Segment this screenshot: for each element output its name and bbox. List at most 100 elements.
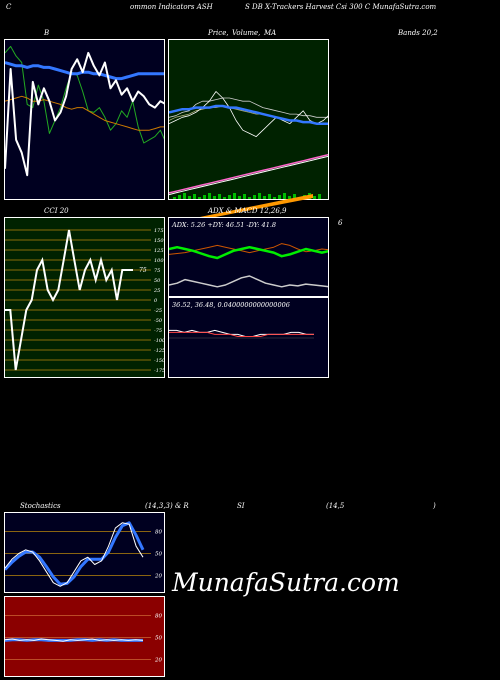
- rsi-tick-label: 80: [155, 614, 162, 620]
- stoch-panel: 80 50 20: [4, 512, 165, 593]
- cci-tick-label: -50: [154, 318, 163, 324]
- cci-panel: 175 150 125 100 75 50 25 0 -25 -50 -75 -100 -125 -150…: [4, 217, 165, 378]
- volume-bar: [218, 194, 221, 199]
- macd-chart: [169, 329, 314, 339]
- volume-panel-label: Volume,: [232, 29, 261, 37]
- adx-plus-di-series: [169, 245, 328, 260]
- stoch-tick-label: 50: [155, 552, 162, 558]
- adx-values: ADX: 5.26 +DY: 46.51 -DY: 41.8: [172, 221, 277, 229]
- cci-value-label: 75: [139, 267, 147, 274]
- volume-bar: [288, 196, 291, 199]
- volume-bar: [278, 195, 281, 199]
- bands-panel: [4, 39, 165, 200]
- ma-series-a: [169, 97, 328, 118]
- bands-chart: [5, 45, 164, 177]
- rsi-si: SI: [237, 502, 245, 510]
- cci-tick-label: 50: [154, 278, 161, 284]
- bands-price-series: [5, 51, 164, 177]
- header-left: C: [6, 3, 12, 11]
- stoch-tick-label: 80: [155, 530, 162, 536]
- volume-bar: [178, 195, 181, 199]
- watermark: MunafaSutra.com: [172, 568, 400, 597]
- cci-tick-label: 150: [154, 238, 164, 244]
- volume-bar: [183, 193, 186, 199]
- volume-bar: [263, 196, 266, 199]
- bands-middle-series: [5, 61, 164, 81]
- cci-series: [5, 229, 133, 371]
- price-chart: [169, 91, 328, 199]
- cci-tick-label: 0: [154, 298, 158, 304]
- ma-long-series-b: [169, 155, 328, 196]
- stoch-title: Stochastics: [20, 502, 61, 510]
- adx-panel: ADX: 5.26 +DY: 46.51 -DY: 41.8: [168, 217, 329, 297]
- cci-tick-label: 75: [154, 268, 160, 274]
- six-label: 6: [338, 219, 343, 227]
- volume-bar: [193, 194, 196, 199]
- volume-bar: [213, 196, 216, 199]
- stoch-chart: 80 50 20: [5, 521, 162, 587]
- volume-bar: [238, 196, 241, 199]
- macd-signal-series: [169, 331, 314, 337]
- volume-wedge: [195, 194, 313, 221]
- header-indicators: ommon Indicators ASH: [130, 3, 213, 11]
- rsi-panel: 80 50 20: [4, 596, 165, 677]
- cci-tick-label: -150: [154, 358, 165, 364]
- volume-bar: [248, 197, 251, 199]
- cci-tick-label: -75: [154, 328, 162, 334]
- volume-wedge-shape: [195, 194, 313, 221]
- bands-panel-label: B: [44, 29, 50, 37]
- rsi-chart: 80 50 20: [5, 614, 162, 663]
- volume-bar: [173, 197, 176, 199]
- stoch-fast-series: [5, 522, 144, 587]
- volume-bar: [188, 196, 191, 199]
- volume-bar: [253, 195, 256, 199]
- volume-bar: [273, 197, 276, 199]
- volume-bar: [258, 193, 261, 199]
- volume-bar: [243, 194, 246, 199]
- cci-label: CCI 20: [44, 207, 69, 215]
- cci-chart: 175 150 125 100 75 50 25 0 -25 -50 -75 -100 -125 -150…: [5, 228, 165, 374]
- rsi-params: (14,5: [326, 502, 345, 510]
- price-panel-label: Price,: [208, 29, 229, 37]
- volume-bar: [293, 194, 296, 199]
- adx-series: [169, 275, 328, 288]
- rsi-tick-label: 20: [154, 657, 162, 663]
- cci-tick-label: 100: [154, 258, 164, 264]
- ma-long-series-a: [169, 154, 328, 194]
- volume-bar: [283, 193, 286, 199]
- volume-bar: [203, 195, 206, 199]
- volume-bar: [228, 195, 231, 199]
- cci-tick-label: -175: [154, 368, 165, 374]
- stoch-tick-label: 20: [154, 573, 162, 579]
- volume-bar: [233, 193, 236, 199]
- cci-tick-label: 175: [154, 228, 164, 234]
- macd-panel: 36.52, 36.48, 0.0400000000000006: [168, 297, 329, 378]
- macd-values: 36.52, 36.48, 0.0400000000000006: [172, 301, 290, 309]
- volume-bar: [318, 194, 321, 199]
- price-series: [169, 91, 328, 137]
- volume-bar: [198, 197, 201, 199]
- ma-panel-label: MA: [264, 29, 277, 37]
- volume-bar: [223, 197, 226, 199]
- macd-series: [169, 329, 314, 337]
- bands-value-label: Bands 20,2: [398, 29, 438, 37]
- stoch-params: (14,3,3) & R: [145, 502, 189, 510]
- bands-lower-series: [5, 95, 164, 131]
- rsi-tick-label: 50: [155, 636, 162, 642]
- rsi-close: ): [433, 502, 436, 510]
- cci-tick-label: -25: [154, 308, 162, 314]
- cci-tick-label: 125: [154, 248, 164, 254]
- ma-blue-series: [169, 104, 328, 125]
- price-panel: [168, 39, 329, 200]
- header-title: S DB X-Trackers Harvest Csi 300 C Munafa…: [245, 3, 437, 11]
- volume-bar: [208, 193, 211, 199]
- cci-tick-label: -125: [154, 348, 165, 354]
- rsi-fast-series: [5, 638, 144, 642]
- volume-bar: [313, 196, 316, 199]
- stoch-slow-series: [5, 521, 145, 586]
- cci-tick-label: 25: [153, 288, 160, 294]
- adx-macd-label: ADX & MACD 12,26,9: [208, 207, 287, 215]
- cci-tick-label: -100: [154, 338, 165, 344]
- adx-chart: [169, 243, 328, 288]
- volume-bar: [268, 194, 271, 199]
